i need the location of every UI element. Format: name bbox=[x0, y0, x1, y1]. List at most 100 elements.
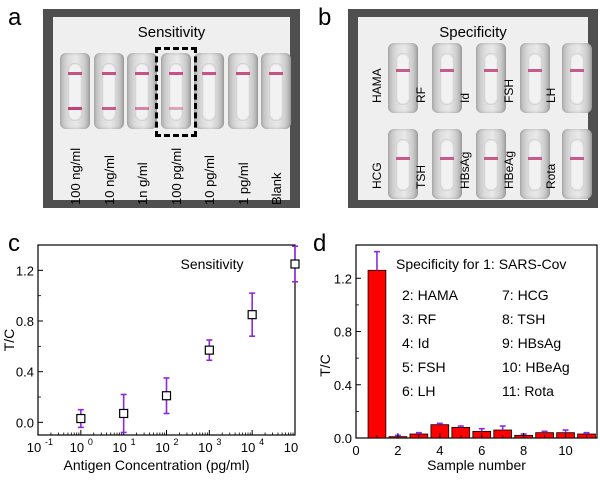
y-tick-label: 1.2 bbox=[16, 263, 34, 278]
y-tick-label: 0.4 bbox=[16, 365, 34, 380]
test-strip bbox=[476, 43, 506, 113]
strip-label: HBeAg bbox=[502, 150, 516, 189]
strip-window bbox=[440, 53, 454, 105]
panel-a-photo: Sensitivity 100 ng/ml 10 ng/ml 1n g/ml 100 … bbox=[43, 9, 300, 208]
strip-window bbox=[202, 63, 216, 121]
data-point bbox=[161, 391, 172, 401]
strip-label: HAMA bbox=[370, 68, 384, 103]
control-line bbox=[168, 71, 183, 75]
control-line bbox=[528, 157, 542, 160]
control-line bbox=[235, 71, 250, 75]
panel-c-chart: 10-11001011021031041050.00.40.81.2Sensit… bbox=[1, 244, 300, 473]
bar bbox=[367, 269, 387, 439]
control-line bbox=[396, 157, 410, 160]
panel-b-photo: Specificity HAMA RF Id FSH LH HCG TSH HBsAg HBeA… bbox=[348, 9, 598, 208]
x-tick-exponent: 1 bbox=[131, 437, 136, 447]
control-line bbox=[269, 71, 283, 75]
legend-item: 4: Id bbox=[402, 335, 429, 351]
control-line bbox=[135, 71, 149, 75]
strip-window bbox=[101, 63, 116, 121]
legend-item: 8: TSH bbox=[502, 311, 545, 327]
test-strip bbox=[432, 43, 462, 113]
test-strip bbox=[194, 53, 224, 129]
x-tick-label: 6 bbox=[478, 443, 485, 458]
x-tick-exponent: -1 bbox=[45, 437, 53, 447]
strip-label: HBsAg bbox=[458, 151, 472, 189]
control-line bbox=[68, 71, 82, 75]
data-point bbox=[290, 259, 300, 269]
strip-label: Rota bbox=[544, 163, 558, 189]
x-tick-exponent: 0 bbox=[88, 437, 93, 447]
test-strip bbox=[227, 53, 258, 129]
y-tick-label: 0.8 bbox=[16, 314, 34, 329]
x-tick-label: 10 bbox=[27, 440, 41, 455]
strip-label: 1 pg/ml bbox=[235, 162, 251, 205]
legend-item: 10: HBeAg bbox=[502, 359, 570, 375]
control-line bbox=[570, 157, 584, 160]
control-line bbox=[440, 69, 454, 72]
y-axis-label: T/C bbox=[317, 354, 333, 377]
x-tick-exponent: 2 bbox=[174, 437, 179, 447]
legend-title: Specificity for 1: SARS-Cov bbox=[396, 256, 566, 272]
test-line bbox=[168, 106, 183, 110]
test-strip bbox=[562, 129, 592, 199]
y-axis-label: T/C bbox=[1, 329, 17, 352]
control-line bbox=[396, 69, 410, 72]
x-tick-label: 4 bbox=[436, 443, 443, 458]
strip-window bbox=[269, 63, 283, 121]
strip-label: HCG bbox=[370, 162, 384, 189]
y-tick-label: 0.8 bbox=[334, 325, 352, 340]
control-line bbox=[101, 71, 116, 75]
test-strip bbox=[388, 43, 418, 113]
strip-label: LH bbox=[544, 87, 558, 103]
legend-item: 11: Rota bbox=[502, 383, 554, 399]
strip-window bbox=[484, 139, 498, 191]
test-strip bbox=[160, 53, 191, 129]
y-tick-label: 0.4 bbox=[334, 378, 352, 393]
strip-window bbox=[528, 139, 542, 191]
panel-c-letter: c bbox=[8, 230, 20, 257]
strip-window bbox=[135, 63, 149, 121]
legend-item: 3: RF bbox=[402, 311, 436, 327]
legend-item: 7: HCG bbox=[502, 287, 549, 303]
chart-title: Sensitivity bbox=[180, 256, 243, 272]
test-line bbox=[68, 106, 82, 110]
control-line bbox=[440, 157, 454, 160]
strip-window bbox=[570, 139, 584, 191]
x-axis-label: Sample number bbox=[427, 457, 526, 473]
strip-window bbox=[235, 63, 250, 121]
test-strip bbox=[261, 53, 291, 129]
panel-d-letter: d bbox=[313, 230, 327, 257]
control-line bbox=[570, 69, 584, 72]
x-tick-label: 10 bbox=[70, 440, 84, 455]
x-tick-label: 10 bbox=[112, 440, 126, 455]
test-strip bbox=[520, 43, 550, 113]
x-tick-label: 10 bbox=[558, 443, 572, 458]
x-tick-label: 10 bbox=[241, 440, 255, 455]
panel-a-letter: a bbox=[8, 4, 22, 31]
strip-label: 10 ng/ml bbox=[101, 155, 117, 205]
x-axis-label: Antigen Concentration (pg/ml) bbox=[64, 457, 250, 473]
test-strip bbox=[562, 43, 592, 113]
x-tick-label: 0 bbox=[352, 443, 359, 458]
test-strip bbox=[476, 129, 506, 199]
test-strip bbox=[60, 53, 90, 129]
strip-label: Id bbox=[458, 92, 472, 103]
strip-window bbox=[484, 53, 498, 105]
y-tick-label: 0.0 bbox=[16, 415, 34, 430]
x-tick-label: 10 bbox=[198, 440, 212, 455]
control-line bbox=[484, 157, 498, 160]
strip-window bbox=[570, 53, 584, 105]
x-tick-exponent: 4 bbox=[259, 437, 264, 447]
control-line bbox=[528, 69, 542, 72]
strip-label: TSH bbox=[414, 165, 428, 189]
data-point bbox=[119, 408, 129, 419]
y-tick-label: 1.2 bbox=[334, 271, 352, 286]
x-tick-label: 2 bbox=[394, 443, 401, 458]
test-strip bbox=[388, 129, 418, 199]
test-line bbox=[135, 106, 149, 110]
strip-window bbox=[168, 63, 183, 121]
control-line bbox=[484, 69, 498, 72]
legend-item: 5: FSH bbox=[402, 359, 446, 375]
strip-label: FSH bbox=[502, 79, 516, 103]
